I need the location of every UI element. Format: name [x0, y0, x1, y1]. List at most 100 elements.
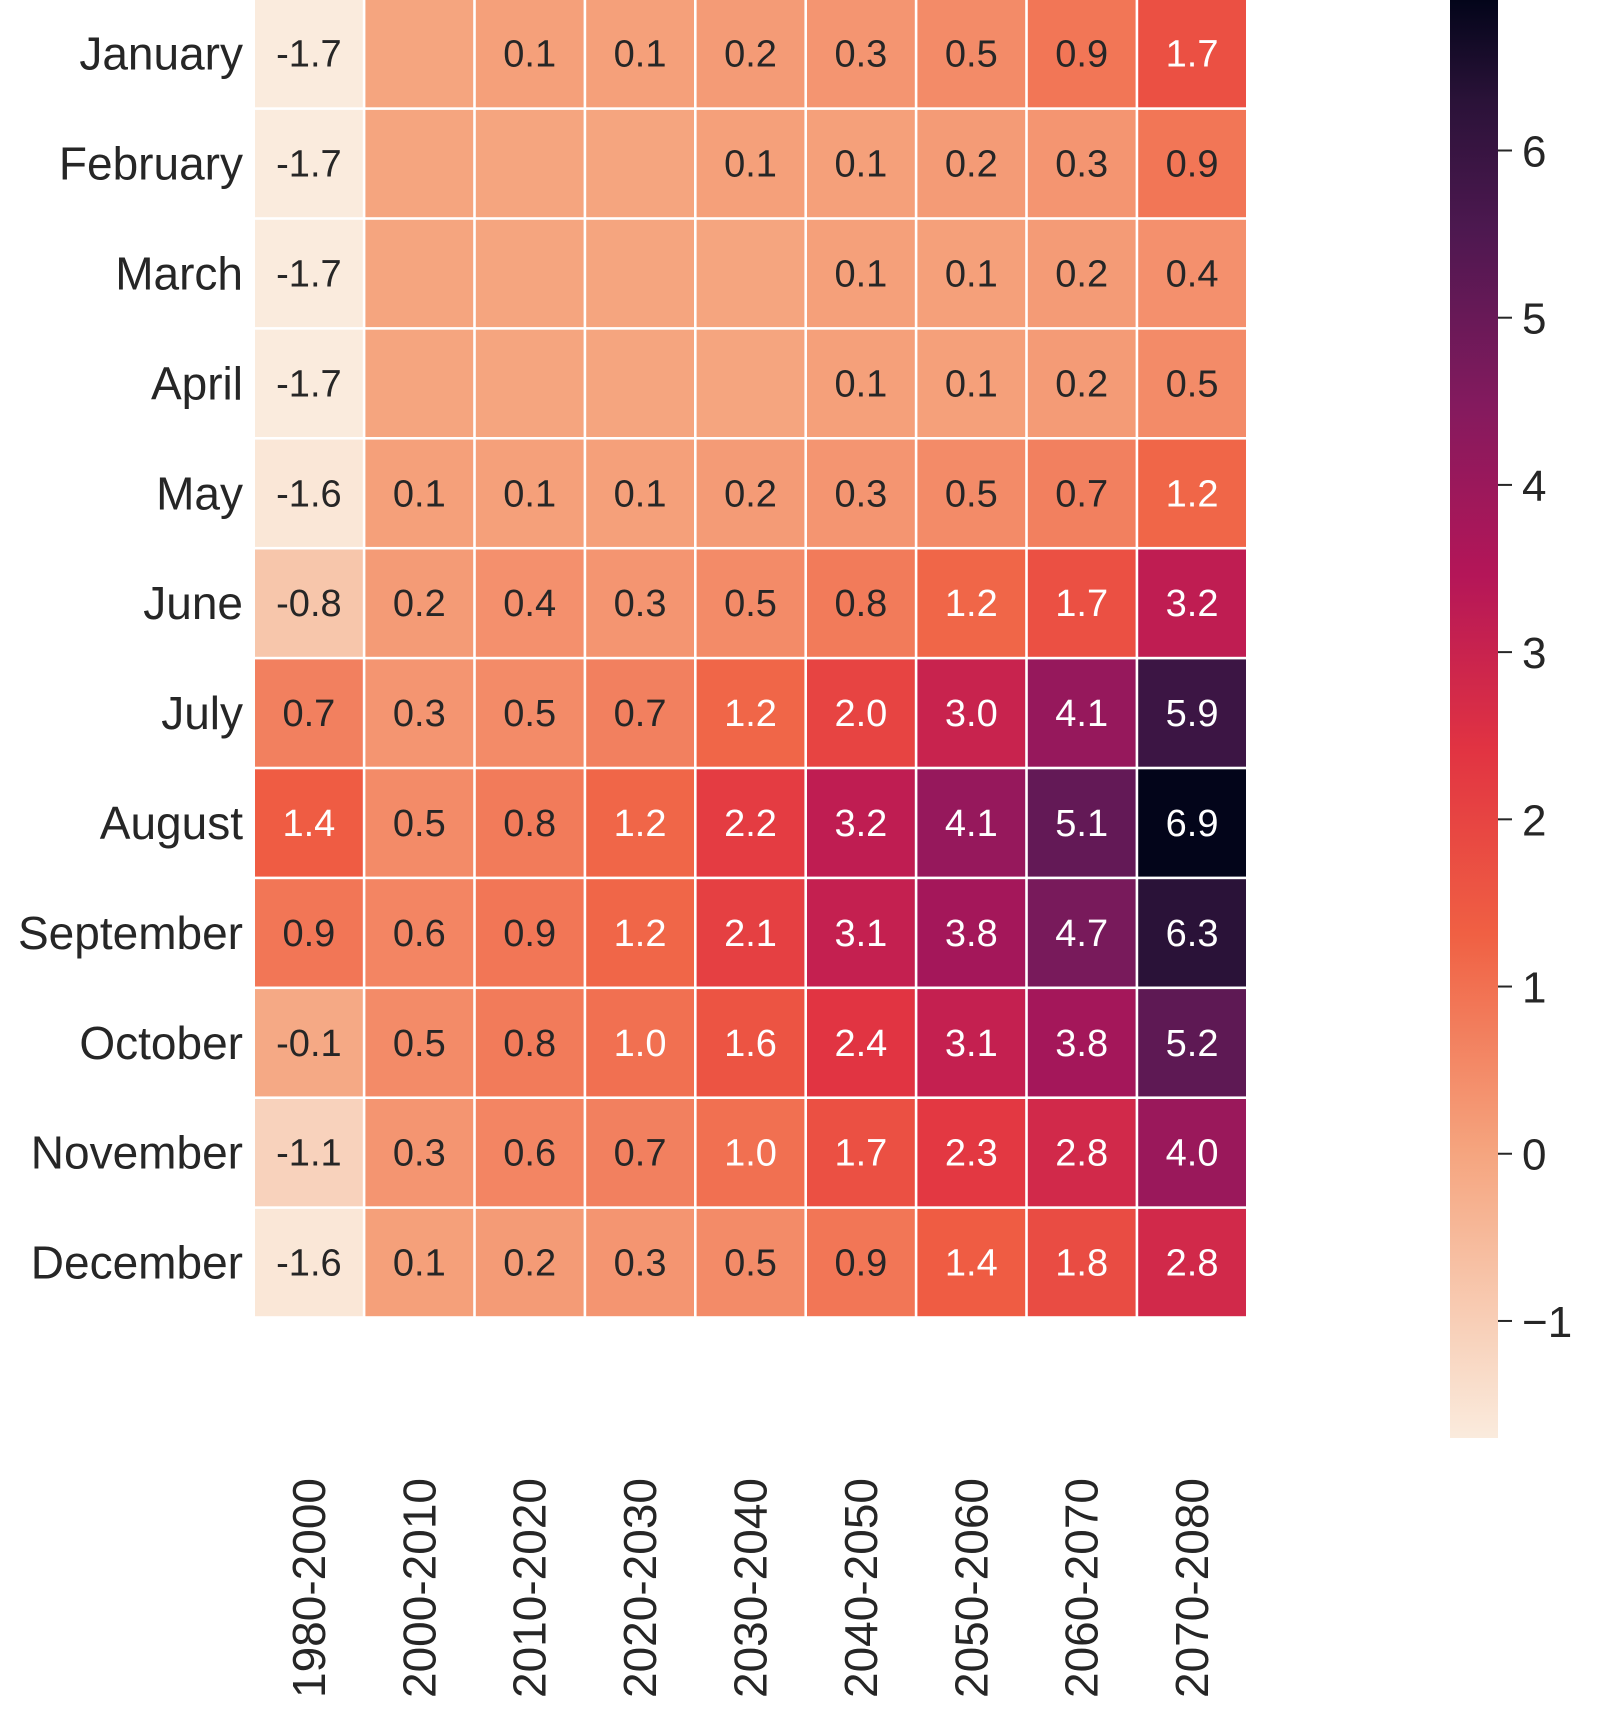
cell-value-label: 5.9	[1166, 693, 1219, 735]
heatmap-cell	[475, 109, 584, 218]
heatmap-cell	[255, 549, 363, 657]
heatmap-cell	[365, 769, 474, 877]
heatmap-cell	[1138, 1208, 1246, 1317]
cell-value-label: 0.4	[1166, 253, 1219, 295]
heatmap-cell	[1027, 989, 1136, 1097]
cell-value-label: 4.7	[1055, 913, 1108, 955]
heatmap-cell	[586, 549, 694, 657]
cell-value-label: 0.2	[724, 34, 777, 76]
heatmap-cell	[807, 109, 915, 218]
cell-value-label: 0.5	[724, 583, 777, 625]
heatmap-cell	[917, 989, 1026, 1097]
heatmap-cell	[917, 329, 1026, 437]
heatmap-cell	[365, 989, 474, 1097]
column-label: 2030-2040	[725, 1478, 777, 1698]
cell-value-label: 1.0	[614, 1023, 667, 1065]
cell-value-label: 6.3	[1166, 913, 1219, 955]
heatmap-cell	[807, 769, 915, 877]
heatmap-cell	[475, 549, 584, 657]
heatmap-cell	[696, 1099, 805, 1207]
cell-value-label: 1.2	[614, 913, 667, 955]
heatmap-cell	[1138, 879, 1246, 987]
cell-value-label: 1.4	[945, 1243, 998, 1285]
cell-value-label: 0.9	[503, 913, 556, 955]
heatmap-cell	[475, 0, 584, 108]
cell-value-label: 2.3	[945, 1133, 998, 1175]
heatmap-cell	[917, 439, 1026, 547]
cell-value-label: 0.9	[1055, 34, 1108, 76]
heatmap-cell	[586, 0, 694, 108]
heatmap-cell	[365, 879, 474, 987]
column-label: 2050-2060	[945, 1478, 997, 1698]
row-label: November	[31, 1127, 243, 1179]
cell-value-label: -0.1	[276, 1023, 341, 1065]
heatmap-cell	[696, 439, 805, 547]
column-label: 2020-2030	[614, 1478, 666, 1698]
cell-value-label: 4.1	[1055, 693, 1108, 735]
cell-value-label: 2.8	[1166, 1243, 1219, 1285]
cell-value-label: 0.7	[1055, 473, 1108, 515]
heatmap-cell	[696, 0, 805, 108]
cell-value-label: 0.3	[834, 34, 887, 76]
heatmap-cell	[807, 1099, 915, 1207]
heatmap-cell	[586, 439, 694, 547]
cell-value-label: 1.2	[724, 693, 777, 735]
heatmap-cell	[365, 0, 474, 108]
cell-value-label: 0.2	[724, 473, 777, 515]
heatmap-cell-labels: -1.7 0.1 0.1 0.2 0.3 0.5 0.9 1.7 -1.7 0.1 0.1 0.2 0.…	[276, 34, 1218, 1285]
row-labels: January February March April May June July Augu…	[18, 28, 243, 1289]
heatmap-cell	[1138, 989, 1246, 1097]
colorbar-tick-label: 1	[1522, 964, 1546, 1013]
heatmap-cell	[1138, 109, 1246, 218]
cell-value-label: 0.8	[834, 583, 887, 625]
cell-value-label: 0.1	[503, 473, 556, 515]
row-label: February	[59, 138, 243, 190]
heatmap-cell	[365, 219, 474, 328]
cell-value-label: 3.1	[834, 913, 887, 955]
heatmap-cell	[365, 1208, 474, 1317]
heatmap-cell	[917, 0, 1026, 108]
row-label: October	[79, 1017, 243, 1069]
heatmap-cell	[1027, 439, 1136, 547]
heatmap-cell	[1138, 219, 1246, 328]
heatmap-cell	[917, 1099, 1026, 1207]
heatmap-cell	[1027, 1099, 1136, 1207]
heatmap-cell	[1138, 549, 1246, 657]
colorbar-ticks: 6 5 4 3 2 1 0 −1	[1498, 127, 1572, 1347]
cell-value-label: 0.5	[1166, 363, 1219, 405]
heatmap-cell	[475, 659, 584, 767]
column-label: 2010-2020	[504, 1478, 556, 1698]
cell-value-label: 3.2	[834, 803, 887, 845]
heatmap-cell	[1027, 659, 1136, 767]
cell-value-label: 0.8	[503, 803, 556, 845]
heatmap-cell	[365, 329, 474, 437]
cell-value-label: 0.2	[1055, 253, 1108, 295]
heatmap-cell	[1027, 109, 1136, 218]
heatmap-cell	[1027, 329, 1136, 437]
cell-value-label: 3.2	[1166, 583, 1219, 625]
heatmap-cell	[475, 439, 584, 547]
cell-value-label: 3.0	[945, 693, 998, 735]
cell-value-label: 2.2	[724, 803, 777, 845]
cell-value-label: 0.3	[614, 583, 667, 625]
heatmap-cell	[1027, 1208, 1136, 1317]
heatmap-cell	[1027, 549, 1136, 657]
cell-value-label: 2.4	[834, 1023, 887, 1065]
cell-value-label: 0.3	[1055, 144, 1108, 186]
heatmap-cell	[917, 109, 1026, 218]
colorbar-tick-label: 2	[1522, 796, 1546, 845]
cell-value-label: 0.1	[834, 144, 887, 186]
heatmap-cell	[696, 989, 805, 1097]
column-labels: 1980-2000 2000-2010 2010-2020 2020-2030 2030…	[283, 1478, 1218, 1698]
heatmap-cell	[1027, 879, 1136, 987]
cell-value-label: 0.1	[614, 473, 667, 515]
cell-value-label: 0.9	[834, 1243, 887, 1285]
heatmap-cell	[807, 879, 915, 987]
cell-value-label: 0.3	[614, 1243, 667, 1285]
cell-value-label: 0.4	[503, 583, 556, 625]
cell-value-label: 0.8	[503, 1023, 556, 1065]
cell-value-label: 0.1	[393, 473, 446, 515]
column-label: 2040-2050	[835, 1478, 887, 1698]
cell-value-label: 0.6	[503, 1133, 556, 1175]
